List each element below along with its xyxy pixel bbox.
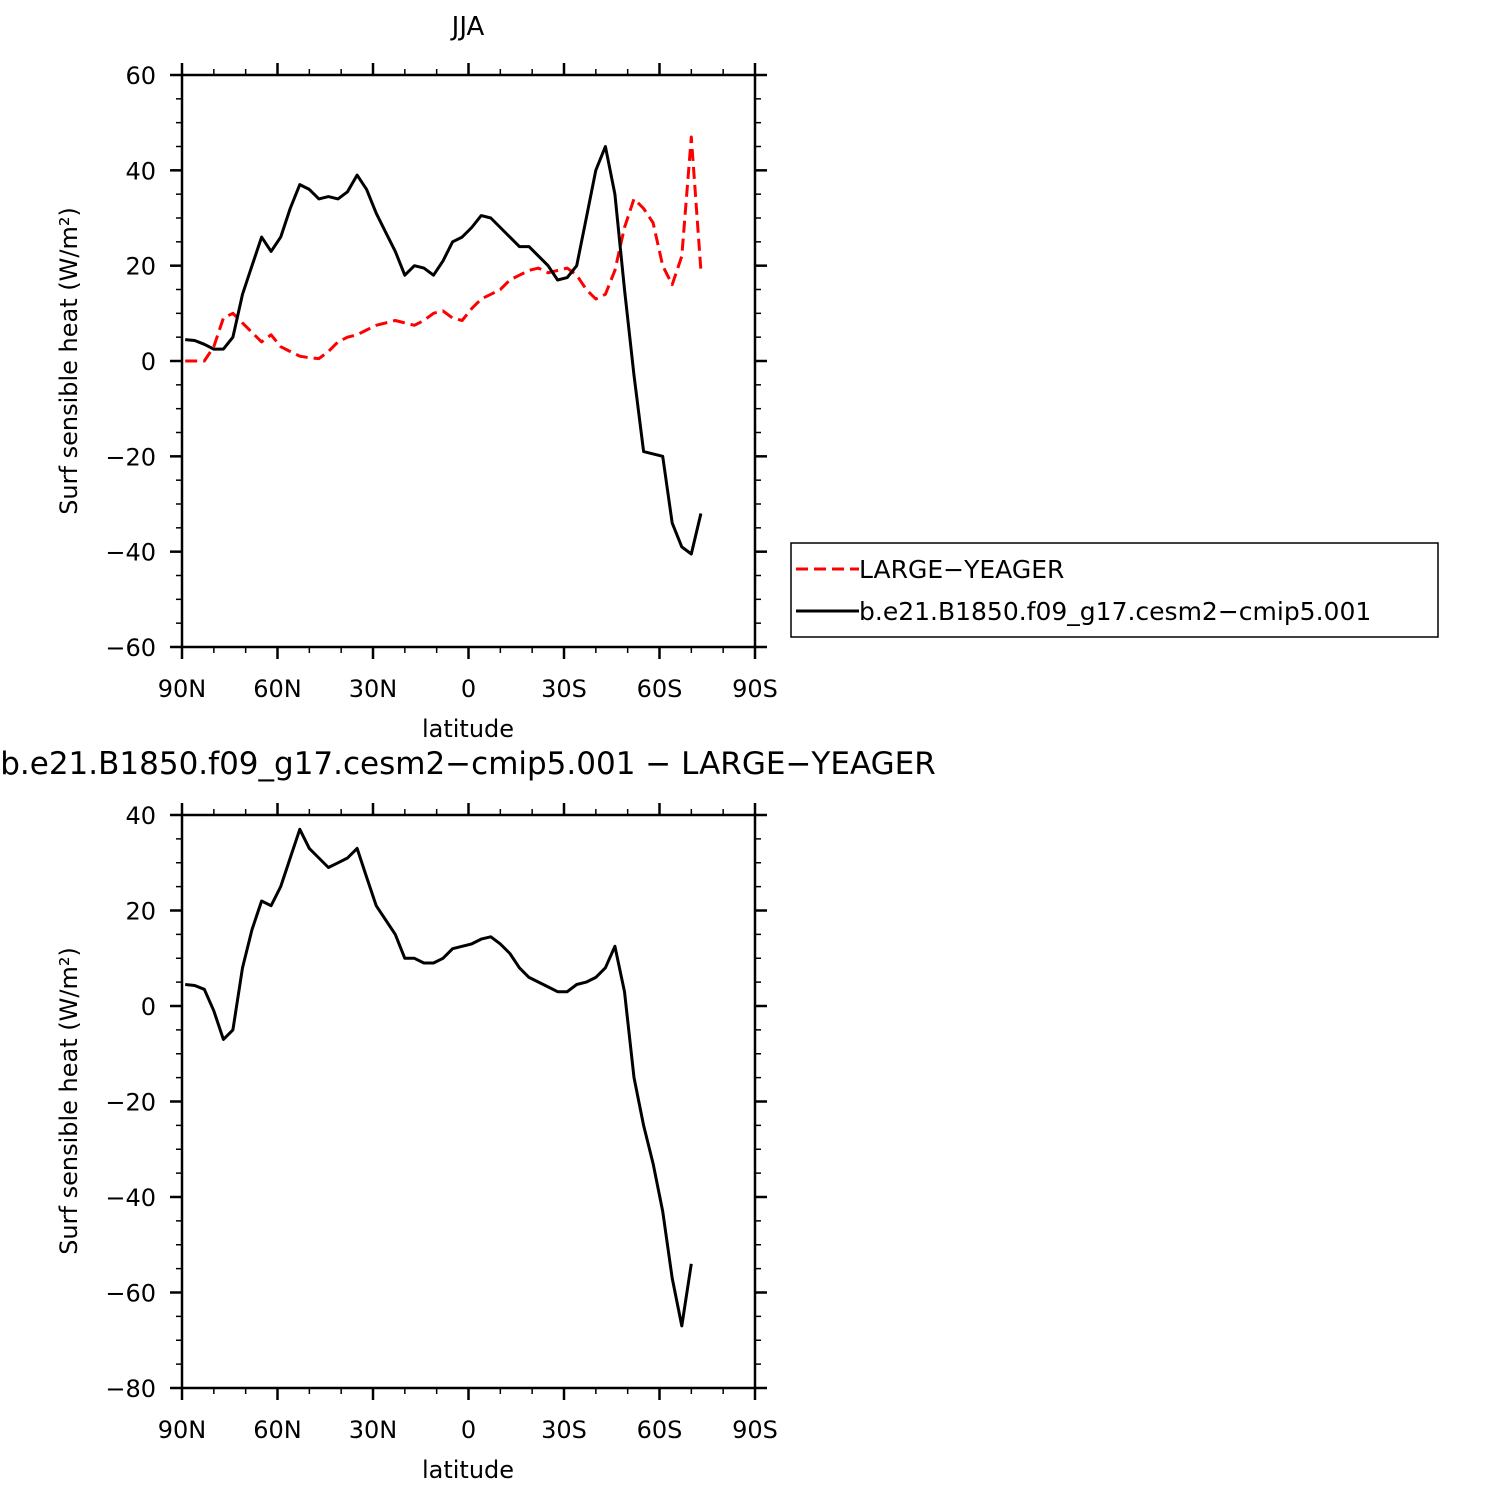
x-tick-label: 30N — [349, 1416, 398, 1444]
bottom-panel: b.e21.B1850.f09_g17.cesm2−cmip5.001 − LA… — [0, 746, 936, 1484]
bottom-panel-title: b.e21.B1850.f09_g17.cesm2−cmip5.001 − LA… — [0, 746, 936, 782]
legend-label-large-yeager: LARGE−YEAGER — [859, 555, 1064, 584]
x-tick-label: 30S — [541, 1416, 587, 1444]
x-tick-label: 90S — [732, 1416, 778, 1444]
top-y-axis: −60 −40 −20 0 20 40 60 — [105, 62, 767, 662]
y-tick-label: −80 — [105, 1375, 156, 1403]
legend: LARGE−YEAGER b.e21.B1850.f09_g17.cesm2−c… — [790, 542, 1439, 638]
bottom-plot-frame — [180, 813, 757, 1390]
x-tick-label: 90N — [158, 675, 207, 703]
x-tick-label: 90S — [732, 675, 778, 703]
x-tick-label: 90N — [158, 1416, 207, 1444]
y-tick-label: 60 — [125, 62, 156, 90]
y-tick-label: 0 — [141, 348, 156, 376]
top-series-group — [185, 135, 703, 556]
bottom-x-axis-label: latitude — [422, 1456, 514, 1484]
y-tick-label: 40 — [125, 802, 156, 830]
series-line-large-yeager — [185, 135, 703, 363]
y-tick-label: −20 — [105, 443, 156, 471]
top-plot-frame — [180, 73, 757, 649]
top-y-axis-label: Surf sensible heat (W/m²) — [55, 207, 83, 515]
x-tick-label: 0 — [461, 675, 476, 703]
top-panel-title: JJA — [450, 12, 485, 42]
series-line-b-e21-b1850-f09-g17-cesm2-cmip5-001 — [185, 145, 703, 556]
y-tick-label: −20 — [105, 1089, 156, 1117]
y-tick-label: −60 — [105, 634, 156, 662]
x-tick-label: 0 — [461, 1416, 476, 1444]
x-tick-label: 30N — [349, 675, 398, 703]
y-tick-label: −40 — [105, 539, 156, 567]
bottom-y-axis-label: Surf sensible heat (W/m²) — [55, 947, 83, 1255]
x-tick-label: 60N — [253, 675, 302, 703]
top-x-axis: 90N 60N 30N 0 30S 60S 90S — [158, 63, 778, 703]
legend-label-cesm2: b.e21.B1850.f09_g17.cesm2−cmip5.001 — [859, 597, 1371, 626]
y-tick-label: 20 — [125, 253, 156, 281]
top-x-axis-label: latitude — [422, 715, 514, 743]
y-tick-label: 40 — [125, 157, 156, 185]
x-tick-label: 30S — [541, 675, 587, 703]
bottom-series-group — [185, 827, 693, 1328]
legend-box — [790, 542, 1439, 638]
y-tick-label: 20 — [125, 898, 156, 926]
x-tick-label: 60S — [637, 675, 683, 703]
y-tick-label: −60 — [105, 1280, 156, 1308]
bottom-x-axis: 90N 60N 30N 0 30S 60S 90S — [158, 803, 778, 1444]
x-tick-label: 60N — [253, 1416, 302, 1444]
y-tick-label: −40 — [105, 1184, 156, 1212]
bottom-y-axis: −80 −60 −40 −20 0 20 40 — [105, 802, 767, 1403]
series-line-difference — [185, 827, 693, 1328]
top-panel: JJA −60 −40 −20 0 20 40 60 90N 60N 30N 0 30S 60S 90S… — [55, 12, 778, 743]
x-tick-label: 60S — [637, 1416, 683, 1444]
y-tick-label: 0 — [141, 993, 156, 1021]
